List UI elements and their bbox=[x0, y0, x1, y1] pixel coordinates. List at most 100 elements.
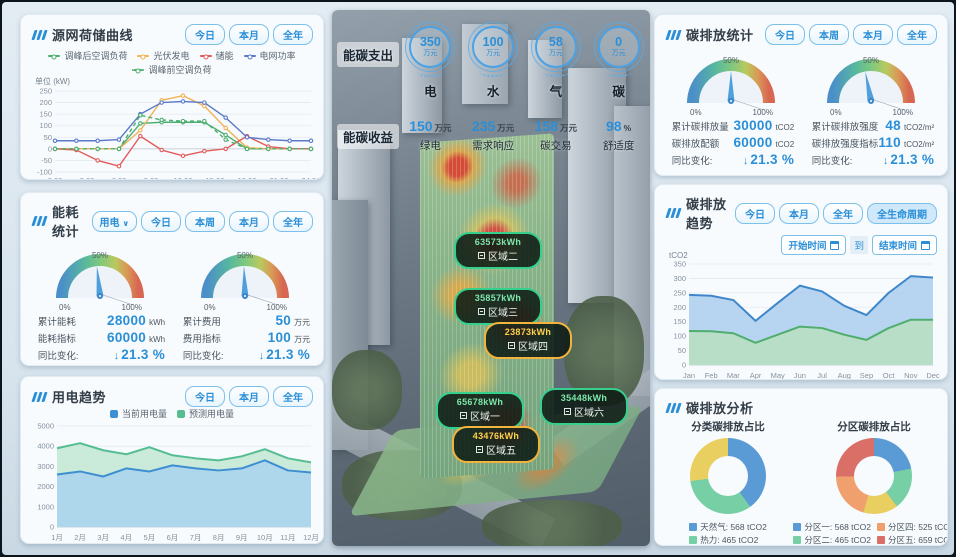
end-date-input[interactable]: 结束时间 bbox=[871, 235, 937, 255]
range-buttons: 今日 本周 本月 全年 bbox=[765, 24, 937, 45]
range-button[interactable]: 本周 bbox=[809, 24, 849, 45]
panel-carbon-trend: 碳排放趋势 今日 本月 全年 全生命周期 开始时间 到 结束时间 tCO2 350 30… bbox=[654, 184, 948, 380]
range-button[interactable]: 全年 bbox=[273, 386, 313, 407]
range-button[interactable]: 本月 bbox=[853, 24, 893, 45]
svg-text:100%: 100% bbox=[893, 108, 913, 117]
panel-energy-stats: 能耗统计 用电 ∨ 今日 本周 本月 全年 50% 0% 100% 累计能耗 28000 kWh… bbox=[20, 192, 324, 366]
range-button[interactable]: 全年 bbox=[897, 24, 937, 45]
range-button[interactable]: 今日 bbox=[765, 24, 805, 45]
panel-title-icon bbox=[665, 29, 682, 40]
panel-title: 碳排放分析 bbox=[686, 401, 754, 416]
svg-text:-50: -50 bbox=[41, 156, 52, 165]
panel-title: 碳排放趋势 bbox=[686, 197, 727, 231]
svg-text:4000: 4000 bbox=[37, 442, 54, 451]
legend-item[interactable]: 热力: 465 tCO2 bbox=[689, 533, 767, 545]
zone-marker-区域六[interactable]: 35448kWh 区域六 bbox=[540, 388, 628, 425]
stat-row: 累计碳排放量 30000 tCO2 bbox=[671, 118, 795, 133]
range-button[interactable]: 今日 bbox=[185, 386, 225, 407]
svg-text:21:00: 21:00 bbox=[270, 176, 289, 180]
range-buttons: 今日 本周 本月 全年 bbox=[141, 210, 313, 232]
zone-marker-区域三[interactable]: 35857kWh 区域三 bbox=[454, 288, 542, 325]
range-buttons: 今日 本月 全年 bbox=[185, 386, 313, 407]
legend-item[interactable]: 光伏发电 bbox=[137, 49, 190, 62]
range-button[interactable]: 全年 bbox=[273, 210, 313, 232]
legend-item[interactable]: 电网功率 bbox=[243, 49, 296, 62]
income-item: 98% 舒适度 bbox=[602, 118, 635, 152]
stat-row: 碳排放配额 60000 tCO2 bbox=[671, 135, 795, 150]
zone-icon bbox=[460, 412, 467, 419]
range-button[interactable]: 今日 bbox=[185, 24, 225, 45]
range-button[interactable]: 全年 bbox=[823, 202, 863, 224]
svg-text:Sep: Sep bbox=[860, 371, 873, 380]
svg-text:Mar: Mar bbox=[727, 371, 740, 380]
range-button[interactable]: 本周 bbox=[185, 210, 225, 232]
range-button[interactable]: 本月 bbox=[229, 386, 269, 407]
svg-text:Jul: Jul bbox=[817, 371, 827, 380]
area-chart-electricity: 5000 4000 3000 2000 1000 0 1月 2月 3月 4月 5月 6月 7月 8月 9月 1… bbox=[21, 420, 323, 543]
svg-text:200: 200 bbox=[673, 303, 686, 312]
range-button[interactable]: 本月 bbox=[779, 202, 819, 224]
range-button[interactable]: 今日 bbox=[141, 210, 181, 232]
axis-unit-label: 单位 (kW) bbox=[35, 77, 71, 86]
stat-row: 同比变化: ↓ 21.3 % bbox=[37, 347, 166, 362]
panel-title-icon bbox=[665, 402, 682, 413]
range-buttons: 今日 本月 全年 全生命周期 bbox=[735, 202, 937, 224]
svg-text:9:00: 9:00 bbox=[144, 176, 159, 180]
calendar-icon bbox=[921, 240, 930, 250]
legend-item[interactable]: 储能 bbox=[199, 49, 234, 62]
legend-item[interactable]: 分区二: 465 tCO2 bbox=[793, 533, 871, 545]
start-date-input[interactable]: 开始时间 bbox=[781, 235, 847, 255]
zone-marker-区域二[interactable]: 63573kWh 区域二 bbox=[454, 232, 542, 269]
expenditure-item: 100 万元水 bbox=[465, 22, 521, 100]
axis-unit-label: tCO2 bbox=[669, 251, 688, 260]
legend-item[interactable]: 分区五: 659 tCO2 bbox=[877, 533, 947, 545]
svg-text:0%: 0% bbox=[690, 108, 702, 117]
svg-text:0: 0 bbox=[50, 523, 54, 532]
donut-hole bbox=[854, 456, 894, 496]
legend-item[interactable]: 当前用电量 bbox=[109, 407, 167, 420]
svg-text:0%: 0% bbox=[830, 108, 842, 117]
gauge-energy-total: 50% 0% 100% bbox=[30, 244, 169, 312]
svg-text:-100: -100 bbox=[37, 168, 52, 177]
svg-text:4月: 4月 bbox=[120, 533, 132, 542]
svg-text:7月: 7月 bbox=[190, 533, 202, 542]
zone-marker-区域一[interactable]: 65678kWh 区域一 bbox=[436, 392, 524, 429]
zone-icon bbox=[478, 308, 485, 315]
donut-title: 分类碳排放占比 bbox=[691, 421, 765, 433]
zone-marker-区域四[interactable]: 23873kWh 区域四 bbox=[484, 322, 572, 359]
area-chart-carbon: 350 300 250 200 150 100 50 0 Jan Feb Mar Apr May Jun J… bbox=[655, 258, 947, 380]
svg-text:100: 100 bbox=[39, 121, 52, 130]
legend-item[interactable]: 分区四: 525 tCO2 bbox=[877, 520, 947, 533]
panel-electricity-trend: 用电趋势 今日 本月 全年 当前用电量 预测用电量 5000 4000 3000 2000 1… bbox=[20, 376, 324, 544]
svg-text:100: 100 bbox=[673, 332, 686, 341]
income-item: 235 万元 需求响应 bbox=[471, 118, 515, 152]
income-item: 150 万元 绿电 bbox=[409, 118, 452, 152]
panel-title: 源网荷储曲线 bbox=[52, 28, 134, 43]
range-button[interactable]: 今日 bbox=[735, 202, 775, 224]
legend-item[interactable]: 天然气: 568 tCO2 bbox=[689, 520, 767, 533]
legend-item[interactable]: 调峰后空调负荷 bbox=[48, 49, 127, 62]
panel-title-icon bbox=[665, 208, 682, 218]
range-button[interactable]: 全生命周期 bbox=[867, 202, 937, 224]
range-button[interactable]: 本月 bbox=[229, 24, 269, 45]
expenditure-row: 能碳支出 350 万元电 100 万元水 58 万元气 0 万元碳 bbox=[332, 22, 650, 100]
stat-row: 累计能耗 28000 kWh bbox=[37, 313, 166, 328]
stat-row: 能耗指标 60000 kWh bbox=[37, 330, 166, 345]
svg-text:24:00: 24:00 bbox=[302, 176, 319, 180]
panel-title: 用电趋势 bbox=[52, 390, 107, 405]
svg-text:Nov: Nov bbox=[904, 371, 918, 380]
date-filter: 开始时间 到 结束时间 bbox=[655, 232, 947, 255]
legend-item[interactable]: 分区一: 568 tCO2 bbox=[793, 520, 871, 533]
range-button[interactable]: 本月 bbox=[229, 210, 269, 232]
range-button[interactable]: 全年 bbox=[273, 24, 313, 45]
svg-text:May: May bbox=[771, 371, 785, 380]
legend-item[interactable]: 调峰前空调负荷 bbox=[132, 63, 212, 76]
donut-chart-zone bbox=[836, 438, 912, 514]
svg-text:Oct: Oct bbox=[883, 371, 896, 380]
income-label: 能碳收益 bbox=[337, 124, 400, 149]
legend-item[interactable]: 预测用电量 bbox=[177, 407, 234, 420]
svg-text:Jan: Jan bbox=[683, 371, 695, 380]
zone-marker-区域五[interactable]: 43476kWh 区域五 bbox=[452, 426, 540, 463]
energy-type-select[interactable]: 用电 ∨ bbox=[91, 210, 137, 232]
